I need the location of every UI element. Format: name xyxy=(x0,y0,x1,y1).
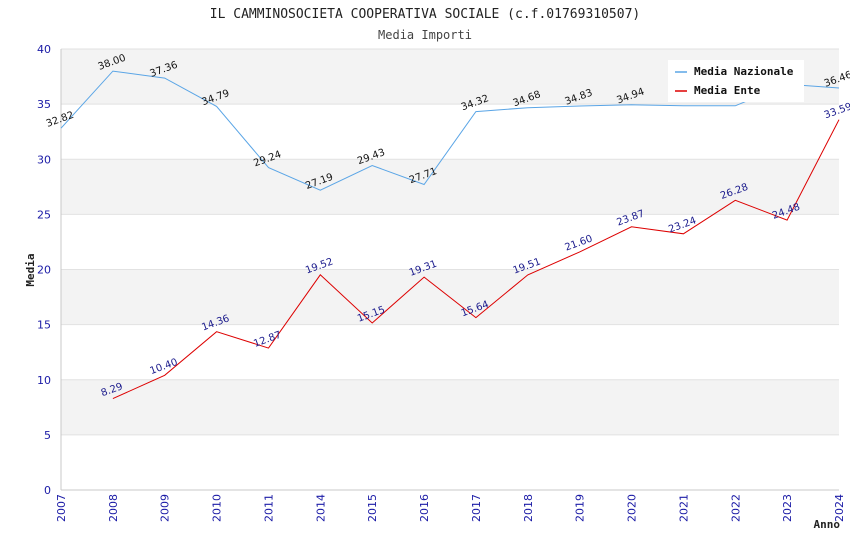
x-tick-label: 2016 xyxy=(418,494,431,522)
x-tick-label: 2021 xyxy=(677,494,690,522)
x-tick-label: 2020 xyxy=(626,494,639,522)
x-tick-label: 2024 xyxy=(833,494,846,522)
data-label: 32.82 xyxy=(45,110,76,130)
y-tick-label: 35 xyxy=(37,98,51,111)
x-tick-label: 2010 xyxy=(211,494,224,522)
legend-label-ente: Media Ente xyxy=(694,84,761,97)
x-tick-labels: 2007 2008 2009 2010 2011 2014 2015 2016 2017 2018… xyxy=(55,494,846,522)
axes xyxy=(60,49,839,491)
x-axis-title: Anno xyxy=(814,518,841,531)
legend-label-nazionale: Media Nazionale xyxy=(694,65,794,78)
x-tick-label: 2018 xyxy=(522,494,535,522)
x-tick-label: 2017 xyxy=(470,494,483,522)
x-tick-label: 2008 xyxy=(107,494,120,522)
x-tick-label: 2007 xyxy=(55,494,68,522)
y-tick-label: 40 xyxy=(37,43,51,56)
grid-bands xyxy=(61,49,839,435)
y-tick-label: 20 xyxy=(37,264,51,277)
y-tick-label: 25 xyxy=(37,208,51,221)
data-label: 23.24 xyxy=(667,215,698,235)
grid-band xyxy=(61,159,839,215)
grid-lines xyxy=(61,48,839,491)
x-tick-label: 2019 xyxy=(574,494,587,522)
x-tick-label: 2023 xyxy=(781,494,794,522)
series-line-1 xyxy=(112,119,840,400)
y-tick-labels: 0 5 10 15 20 25 30 35 40 xyxy=(37,43,51,497)
x-tick-label: 2014 xyxy=(314,494,327,522)
legend: Media Nazionale Media Ente xyxy=(668,60,804,102)
y-tick-label: 30 xyxy=(37,153,51,166)
y-tick-label: 10 xyxy=(37,374,51,387)
data-label: 10.40 xyxy=(149,357,180,377)
series-lines xyxy=(60,70,840,400)
y-tick-label: 5 xyxy=(44,429,51,442)
y-tick-label: 0 xyxy=(44,484,51,497)
data-label: 12.87 xyxy=(252,330,283,350)
y-tick-label: 15 xyxy=(37,319,51,332)
legend-box xyxy=(668,60,804,102)
chart-title: IL CAMMINOSOCIETA COOPERATIVA SOCIALE (c… xyxy=(210,7,640,22)
x-tick-label: 2022 xyxy=(729,494,742,522)
x-tick-label: 2015 xyxy=(366,494,379,522)
data-label: 21.60 xyxy=(563,233,594,253)
y-axis-title: Media xyxy=(24,253,37,286)
grid-band xyxy=(61,379,839,435)
x-tick-label: 2011 xyxy=(262,494,275,522)
x-tick-label: 2009 xyxy=(159,494,172,522)
series-line-0 xyxy=(60,70,840,191)
chart-subtitle: Media Importi xyxy=(378,28,472,42)
